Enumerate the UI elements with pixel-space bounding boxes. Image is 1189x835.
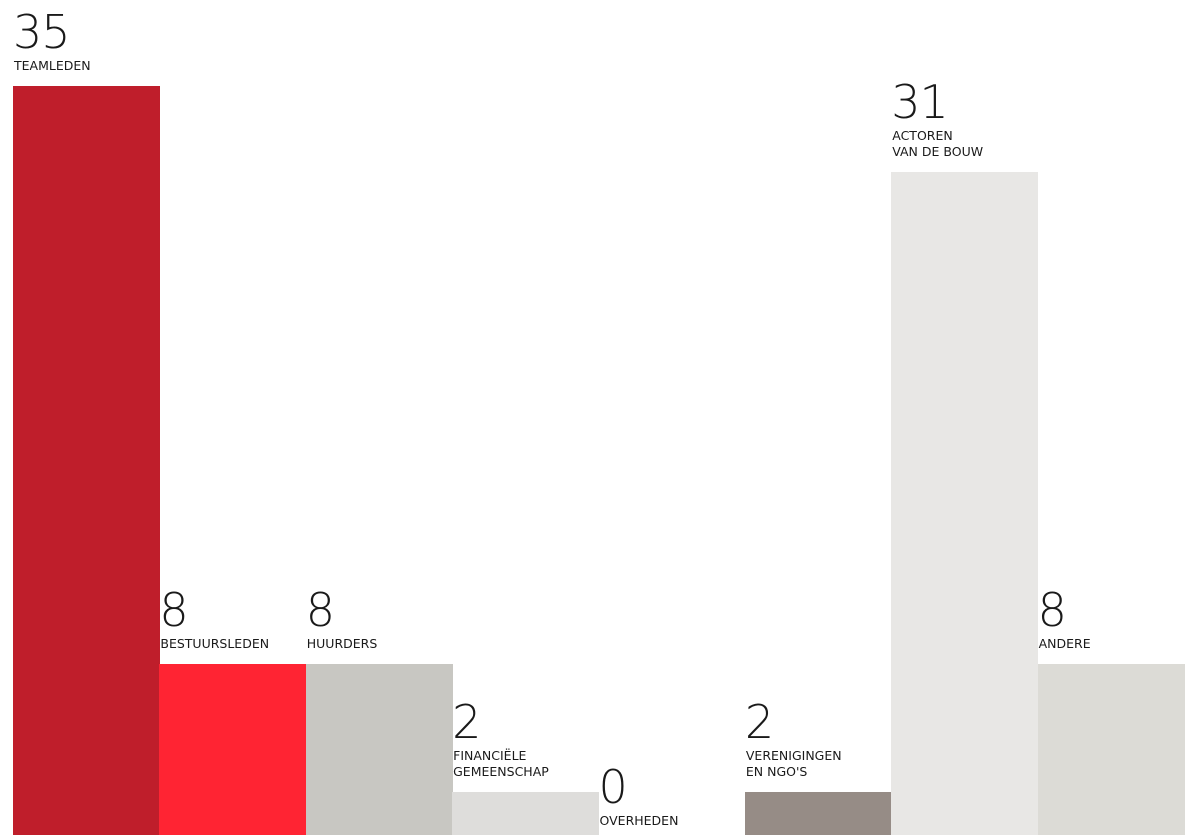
- value-label-teamleden: 35: [13, 5, 71, 59]
- category-label-actoren-van-de-bouw: ACTOREN VAN DE BOUW: [892, 127, 984, 159]
- category-label-financiele-gemeenschap: FINANCIËLE GEMEENSCHAP: [453, 748, 549, 780]
- bar-actoren-van-de-bouw: [891, 171, 1039, 835]
- bar-huurders: [305, 663, 453, 835]
- category-label-huurders: HUURDERS: [306, 635, 378, 651]
- value-label-andere: 8: [1037, 582, 1067, 637]
- category-label-bestuursleden: BESTUURSLEDEN: [160, 635, 270, 651]
- bar-teamleden: [13, 86, 160, 835]
- value-label-bestuursleden: 8: [159, 582, 188, 637]
- value-label-actoren-van-de-bouw: 31: [891, 74, 949, 129]
- bar-bestuursleden: [159, 663, 307, 835]
- value-label-financiele-gemeenschap: 2: [452, 695, 481, 750]
- bar-andere: [1037, 663, 1185, 835]
- category-label-teamleden: TEAMLEDEN: [14, 58, 91, 73]
- category-label-andere: ANDERE: [1038, 635, 1091, 651]
- bar-verenigingen-en-ngo-s: [744, 792, 892, 835]
- category-label-overheden: OVERHEDEN: [599, 813, 679, 828]
- bar-financiele-gemeenschap: [452, 792, 599, 835]
- value-label-verenigingen-en-ngo-s: 2: [744, 695, 774, 750]
- value-label-huurders: 8: [305, 582, 335, 637]
- value-label-overheden: 0: [598, 760, 628, 814]
- category-label-verenigingen-en-ngo-s: VERENIGINGEN EN NGO'S: [745, 748, 842, 780]
